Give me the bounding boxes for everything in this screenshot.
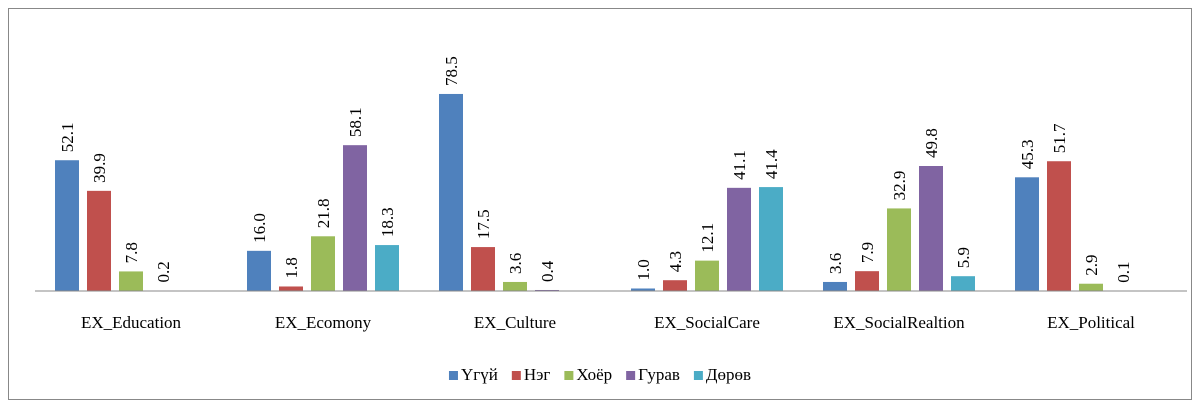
data-label: 3.6 <box>506 253 525 274</box>
data-label: 1.8 <box>282 257 301 278</box>
data-label: 16.0 <box>250 213 269 243</box>
bar <box>471 247 495 291</box>
x-tick-label: EX_SocialCare <box>654 313 760 332</box>
x-tick-label: EX_Ecomony <box>275 313 372 332</box>
legend-label: Нэг <box>524 365 551 384</box>
x-tick-label: EX_Culture <box>474 313 556 332</box>
bar <box>119 271 143 291</box>
data-label: 18.3 <box>378 207 397 237</box>
data-label: 1.0 <box>634 259 653 280</box>
data-label: 4.3 <box>666 251 685 272</box>
bar <box>823 281 847 291</box>
data-label: 0.1 <box>1114 261 1133 282</box>
bar <box>1079 283 1103 291</box>
legend-label: Хоёр <box>576 365 612 384</box>
data-label: 5.9 <box>954 247 973 268</box>
data-label: 52.1 <box>58 122 77 152</box>
data-label: 12.1 <box>698 223 717 253</box>
data-label: 78.5 <box>442 56 461 86</box>
bar <box>887 208 911 291</box>
bar <box>1015 177 1039 291</box>
data-label: 51.7 <box>1050 123 1069 153</box>
data-label: 58.1 <box>346 107 365 137</box>
bar <box>311 236 335 291</box>
bar <box>631 288 655 291</box>
bar <box>855 271 879 291</box>
data-label: 41.1 <box>730 150 749 180</box>
data-label: 41.4 <box>762 149 781 179</box>
x-tick-label: EX_Education <box>81 313 182 332</box>
legend: Үгүй Нэг Хоёр Гурав Дөрөв <box>448 365 751 384</box>
legend-swatch <box>693 371 703 380</box>
legend-label: Үгүй <box>461 365 498 384</box>
bar <box>343 145 367 291</box>
bar <box>279 286 303 291</box>
bar <box>695 260 719 291</box>
chart-border <box>8 8 1192 400</box>
x-tick-label: EX_SocialRealtion <box>833 313 965 332</box>
data-label: 39.9 <box>90 153 109 183</box>
legend-label: Дөрөв <box>706 365 751 384</box>
bar <box>535 289 559 291</box>
data-label: 3.6 <box>826 253 845 274</box>
bar <box>727 187 751 291</box>
bar <box>663 280 687 291</box>
bar <box>247 250 271 291</box>
data-label: 7.8 <box>122 242 141 263</box>
bar <box>503 281 527 291</box>
data-label: 7.9 <box>858 242 877 263</box>
bar <box>439 93 463 291</box>
legend-swatch <box>511 371 521 380</box>
x-tick-label: EX_Political <box>1047 313 1135 332</box>
bar <box>375 245 399 291</box>
bar <box>1047 161 1071 291</box>
bar <box>919 166 943 291</box>
bar <box>87 190 111 291</box>
legend-swatch <box>564 371 574 380</box>
data-label: 0.4 <box>538 260 557 282</box>
data-label: 2.9 <box>1082 254 1101 275</box>
legend-swatch <box>448 371 458 380</box>
bar <box>55 160 79 291</box>
bar <box>759 187 783 291</box>
data-label: 21.8 <box>314 199 333 229</box>
data-label: 49.8 <box>922 128 941 158</box>
data-label: 45.3 <box>1018 140 1037 170</box>
legend-swatch <box>626 371 636 380</box>
data-label: 17.5 <box>474 209 493 239</box>
data-label: 32.9 <box>890 171 909 201</box>
bar <box>951 276 975 291</box>
data-label: 0.2 <box>154 261 173 282</box>
legend-label: Гурав <box>638 365 680 384</box>
